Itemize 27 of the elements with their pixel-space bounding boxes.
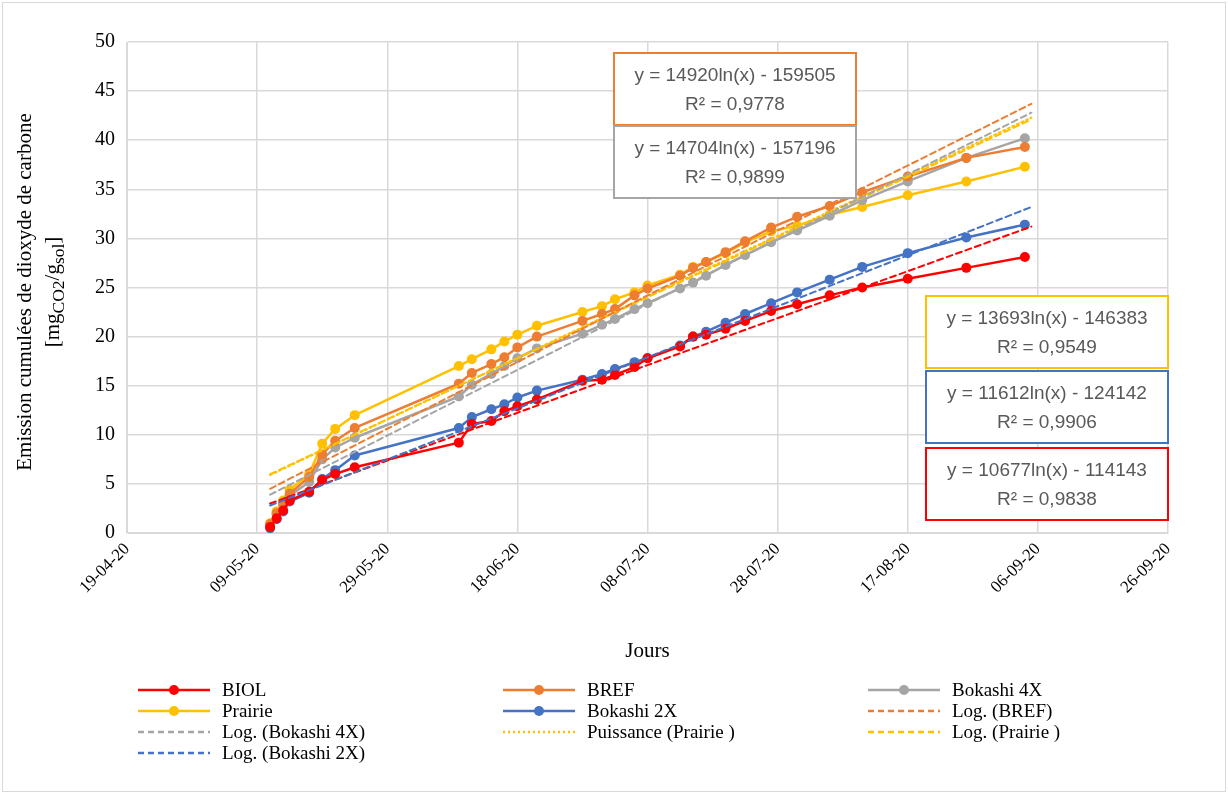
y-tick-label: 20 bbox=[95, 323, 115, 346]
legend-label: BIOL bbox=[222, 678, 267, 700]
legend-label: Log. (Prairie ) bbox=[952, 720, 1061, 743]
annotation: y = 11612ln(x) - 124142 R² = 0,9906 bbox=[925, 370, 1169, 444]
y-tick-label: 25 bbox=[95, 274, 115, 297]
legend-label: Prairie bbox=[222, 699, 273, 721]
legend-label: Log. (Bokashi 4X) bbox=[222, 720, 366, 743]
annotation: y = 10677ln(x) - 114143 R² = 0,9838 bbox=[925, 447, 1169, 521]
legend-label: Log. (Bokashi 2X) bbox=[222, 741, 366, 764]
y-tick-label: 0 bbox=[105, 520, 115, 543]
y-tick-label: 40 bbox=[95, 127, 115, 150]
annotation: y = 14704ln(x) - 157196 R² = 0,9899 bbox=[613, 125, 857, 199]
legend-label: Log. (BREF) bbox=[952, 699, 1053, 722]
annotation: y = 13693ln(x) - 146383 R² = 0,9549 bbox=[925, 295, 1169, 369]
legend-label: Bokashi 2X bbox=[587, 699, 678, 721]
y-tick-label: 50 bbox=[95, 29, 115, 52]
legend-label: Bokashi 4X bbox=[952, 678, 1043, 700]
legend-label: BREF bbox=[587, 678, 635, 700]
y-tick-label: 30 bbox=[95, 225, 115, 248]
y-tick-label: 15 bbox=[95, 372, 115, 395]
y-tick-label: 10 bbox=[95, 422, 115, 445]
x-axis-title: Jours bbox=[625, 637, 670, 662]
y-tick-label: 45 bbox=[95, 78, 115, 101]
legend-label: Puissance (Prairie ) bbox=[587, 720, 735, 743]
y-tick-label: 5 bbox=[105, 471, 115, 494]
y-tick-label: 35 bbox=[95, 176, 115, 199]
annotation: y = 14920ln(x) - 159505 R² = 0,9778 bbox=[613, 52, 857, 126]
